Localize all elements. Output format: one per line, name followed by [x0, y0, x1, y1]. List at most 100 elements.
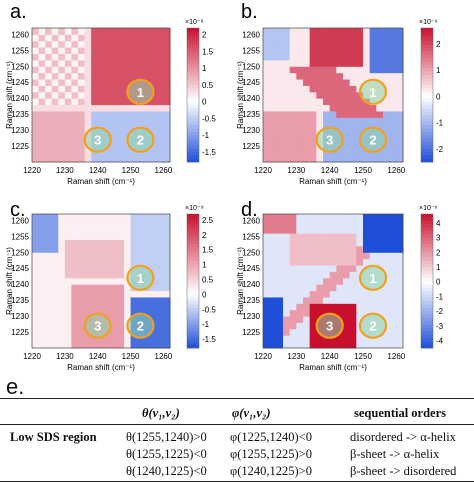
heatmap-cell: [32, 309, 40, 317]
heatmap-cell: [32, 277, 40, 285]
heatmap-cell: [376, 335, 384, 343]
heatmap-cell: [104, 40, 112, 48]
heatmap-cell: [303, 34, 311, 42]
heatmap-cell: [124, 239, 132, 247]
colorbar-tick-label: 1: [436, 66, 441, 75]
heatmap-cell: [323, 53, 331, 61]
heatmap-cell: [150, 34, 158, 42]
heatmap-cell: [156, 136, 164, 144]
heatmap-cell: [156, 309, 164, 317]
x-tick-label: 1250: [354, 352, 372, 361]
heatmap-cell: [124, 149, 132, 157]
heatmap-cell: [137, 59, 145, 67]
x-tick-label: 1260: [155, 166, 173, 175]
heatmap-cell: [356, 265, 364, 272]
colorbar-segment: [187, 307, 199, 312]
heatmap-cell: [349, 53, 357, 61]
heatmap-cell: [104, 98, 112, 106]
colorbar-segment: [421, 297, 433, 302]
heatmap-cell: [156, 316, 164, 323]
heatmap-cell: [389, 322, 397, 330]
heatmap-cell: [110, 149, 118, 157]
heatmap-cell: [269, 290, 277, 298]
y-tick-label: 1230: [11, 312, 29, 321]
colorbar-segment: [421, 287, 433, 292]
heatmap-cell: [296, 214, 304, 221]
colorbar-segment: [187, 254, 199, 258]
heatmap-cell: [163, 322, 171, 330]
heatmap-cell: [269, 239, 277, 247]
heatmap-cell: [97, 271, 105, 279]
heatmap-cell: [58, 258, 66, 266]
heatmap-cell: [58, 85, 66, 93]
heatmap-cell: [124, 226, 132, 234]
y-tick-label: 1245: [11, 78, 29, 87]
heatmap-cell: [163, 290, 171, 298]
heatmap-cell: [323, 271, 331, 279]
heatmap-cell: [91, 220, 99, 228]
colorbar-segment: [187, 74, 199, 79]
heatmap-cell: [283, 233, 291, 241]
heatmap-cell: [143, 341, 151, 349]
heatmap-cell: [336, 72, 344, 80]
heatmap-cell: [117, 104, 125, 112]
heatmap-cell: [38, 104, 46, 112]
heatmap-cell: [356, 53, 364, 61]
heatmap-cell: [78, 335, 86, 343]
heatmap-cell: [309, 79, 317, 86]
colorbar-segment: [187, 274, 199, 279]
table-cell: φ(1225,1240)<0: [230, 430, 312, 444]
colorbar-segment: [421, 44, 433, 49]
heatmap-cell: [78, 252, 86, 260]
heatmap-cell: [45, 66, 53, 74]
heatmap-cell: [316, 59, 324, 67]
heatmap-cell: [51, 79, 59, 86]
heatmap-cell: [296, 252, 304, 260]
heatmap-cell: [32, 316, 40, 323]
x-tick-label: 1250: [122, 166, 140, 175]
heatmap-cell: [150, 309, 158, 317]
heatmap-cell: [38, 34, 46, 42]
heatmap-cell: [263, 104, 271, 112]
heatmap-cell: [163, 271, 171, 279]
heatmap-cell: [110, 316, 118, 323]
heatmap-cell: [276, 28, 284, 35]
heatmap-cell: [276, 284, 284, 292]
heatmap-cell: [269, 104, 277, 112]
heatmap-cell: [283, 226, 291, 234]
heatmap-cell: [396, 104, 404, 112]
colorbar-tick-label: -1.5: [202, 335, 216, 344]
heatmap-cell: [396, 309, 404, 317]
colorbar-frame: [420, 27, 434, 163]
marker-label: 3: [94, 319, 101, 334]
heatmap-cell: [369, 117, 377, 125]
colorbar-segment: [421, 88, 433, 93]
heatmap-cell: [143, 245, 151, 253]
heatmap-cell: [117, 271, 125, 279]
heatmap-cell: [32, 284, 40, 292]
colorbar-segment: [187, 264, 199, 268]
heatmap-cell: [143, 309, 151, 317]
heatmap-cell: [356, 28, 364, 35]
heatmap-cell: [269, 59, 277, 67]
heatmap-cell: [383, 284, 391, 292]
heatmap-cell: [309, 85, 317, 93]
heatmap-cell: [117, 239, 125, 247]
heatmap-cell: [124, 252, 132, 260]
heatmap-cell: [329, 303, 337, 311]
heatmap-cell: [117, 110, 125, 118]
colorbar-segment: [421, 230, 433, 235]
marker-label: 2: [369, 133, 376, 148]
panel-label: c.: [10, 199, 26, 221]
heatmap-cell: [289, 284, 297, 292]
heatmap-cell: [383, 303, 391, 311]
heatmap-cell: [269, 233, 277, 241]
colorbar-segment: [421, 250, 433, 255]
heatmap-cell: [396, 28, 404, 35]
heatmap-cell: [363, 335, 371, 343]
heatmap-cell: [137, 296, 145, 304]
heatmap-cell: [296, 34, 304, 42]
x-axis-label: Raman shift (cm⁻¹): [299, 363, 367, 372]
heatmap-cell: [363, 341, 371, 349]
heatmap-cell: [64, 66, 72, 74]
